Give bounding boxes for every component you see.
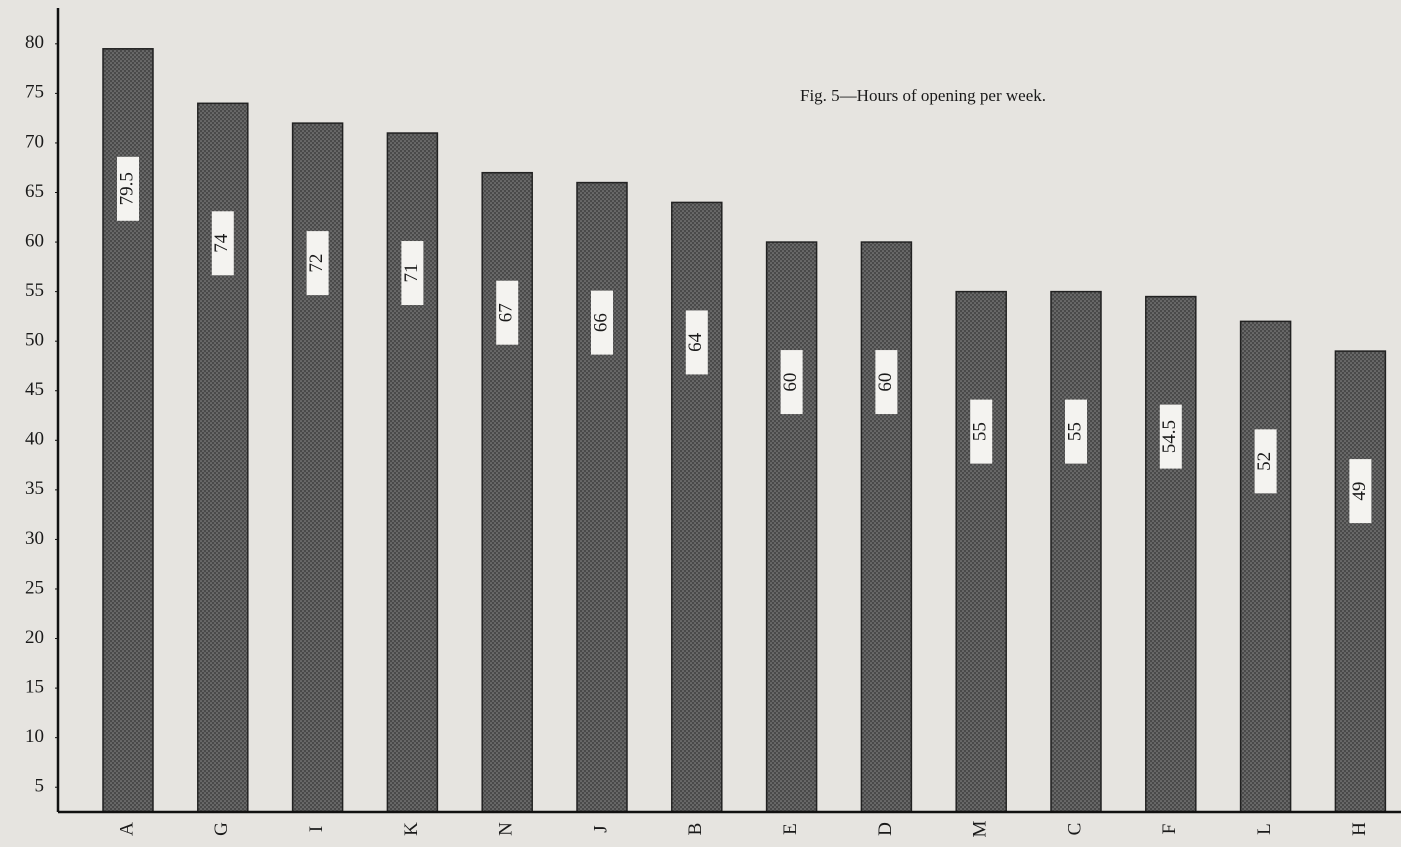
y-tick-label: 30 xyxy=(25,528,44,549)
x-tick-label: L xyxy=(1254,823,1275,835)
value-label-box xyxy=(780,350,803,415)
bar xyxy=(1145,295,1197,813)
y-tick-label: 50 xyxy=(25,330,44,351)
value-label-box xyxy=(117,156,139,221)
bar xyxy=(1050,290,1102,813)
value-label: 66 xyxy=(590,313,611,332)
y-tick-label: 75 xyxy=(25,82,44,103)
bar xyxy=(291,122,344,813)
x-tick-label: J xyxy=(590,825,611,832)
bar xyxy=(197,102,249,813)
x-tick-label: I xyxy=(306,826,327,832)
y-tick-label: 5 xyxy=(35,776,45,797)
value-label: 60 xyxy=(780,373,801,392)
x-tick-label: K xyxy=(401,822,422,836)
value-label-box xyxy=(1349,459,1372,524)
y-tick-label: 45 xyxy=(25,379,44,400)
y-tick-label: 55 xyxy=(25,280,44,301)
value-label-box xyxy=(306,231,329,296)
value-label: 67 xyxy=(496,303,517,322)
bar xyxy=(955,290,1007,813)
bar xyxy=(386,132,439,813)
x-tick-label: H xyxy=(1349,822,1370,836)
chart-title: Fig. 5—Hours of opening per week. xyxy=(800,86,1046,105)
bar xyxy=(860,241,913,813)
y-tick-label: 15 xyxy=(25,676,44,697)
x-tick-label: F xyxy=(1159,824,1180,835)
value-label: 60 xyxy=(875,373,896,392)
y-tick-label: 40 xyxy=(25,429,44,450)
x-tick-label: G xyxy=(211,822,232,836)
y-tick-label: 35 xyxy=(25,478,44,499)
y-tick-label: 25 xyxy=(25,577,44,598)
bar xyxy=(1239,320,1292,813)
y-tick-label: 70 xyxy=(25,131,44,152)
value-label-box xyxy=(211,211,234,276)
y-tick-label: 60 xyxy=(25,230,44,251)
x-tick-label: B xyxy=(685,823,706,836)
value-label: 64 xyxy=(685,332,706,352)
x-tick-label: A xyxy=(116,822,137,836)
y-tick-label: 10 xyxy=(25,726,44,747)
y-tick-label: 80 xyxy=(25,32,44,53)
x-tick-label: N xyxy=(496,822,517,836)
bar xyxy=(671,201,723,813)
value-label: 55 xyxy=(970,422,991,441)
x-tick-label: E xyxy=(780,823,801,835)
bar xyxy=(481,171,533,813)
y-tick-label: 65 xyxy=(25,181,44,202)
value-label: 74 xyxy=(211,233,232,253)
bar xyxy=(1334,350,1387,813)
x-tick-label: M xyxy=(970,820,991,837)
value-label: 79.5 xyxy=(116,172,137,205)
bar xyxy=(576,181,628,813)
value-label-box xyxy=(875,350,898,415)
value-label-box xyxy=(1254,429,1277,494)
y-tick-label: 20 xyxy=(25,627,44,648)
value-label: 54.5 xyxy=(1159,420,1180,453)
value-label-box xyxy=(1065,399,1087,464)
value-label-box xyxy=(591,290,613,355)
value-label: 71 xyxy=(401,264,422,283)
bar xyxy=(765,241,818,813)
x-tick-label: C xyxy=(1064,823,1085,836)
value-label-box xyxy=(401,241,424,306)
value-label: 55 xyxy=(1064,422,1085,441)
value-label-box xyxy=(970,399,993,464)
value-label-box xyxy=(496,280,519,345)
x-tick-label: D xyxy=(875,822,896,836)
value-label-box xyxy=(685,310,708,375)
value-label: 52 xyxy=(1254,452,1275,471)
value-label: 72 xyxy=(306,254,327,273)
value-label-box xyxy=(1159,404,1182,469)
value-label: 49 xyxy=(1349,482,1370,501)
